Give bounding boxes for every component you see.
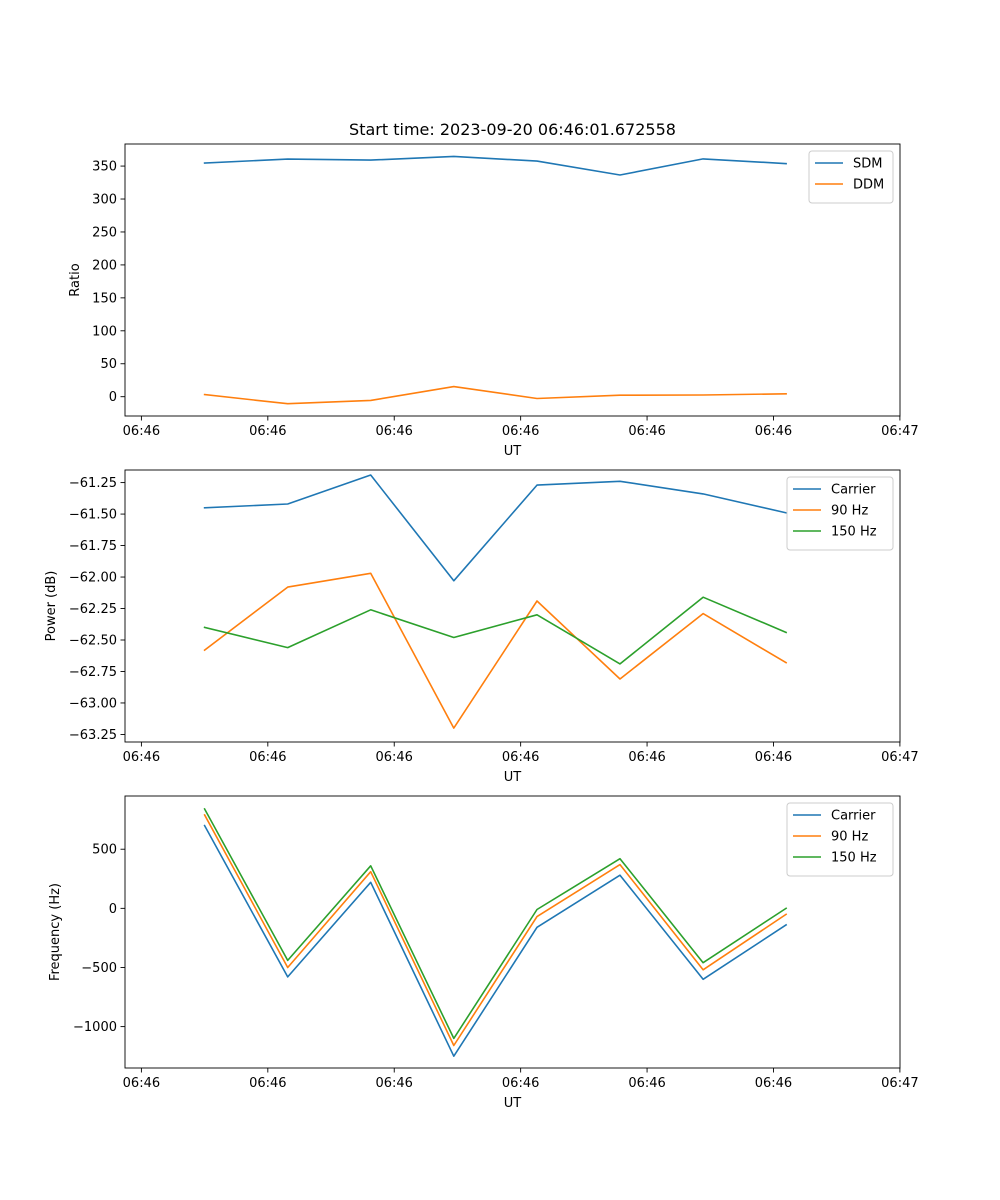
ratio-y-tick-label: 250 bbox=[92, 225, 117, 240]
power-x-tick-label: 06:46 bbox=[375, 750, 412, 765]
power-y-tick-label: −62.00 bbox=[69, 571, 117, 586]
ratio-y-tick-label: 100 bbox=[92, 324, 117, 339]
ratio-x-axis-label: UT bbox=[504, 444, 522, 459]
ratio-x-tick-label: 06:46 bbox=[755, 424, 792, 439]
frequency-x-tick-label: 06:46 bbox=[123, 1076, 160, 1091]
power-x-tick-label: 06:46 bbox=[123, 750, 160, 765]
ratio-legend-box bbox=[808, 150, 894, 204]
power-y-tick-label: −63.25 bbox=[69, 728, 117, 743]
frequency-y-tick-label: −500 bbox=[81, 961, 117, 976]
ratio-x-tick-label: 06:46 bbox=[502, 424, 539, 439]
ratio-series-line-sdm bbox=[203, 155, 787, 176]
frequency-y-tick-label: −1000 bbox=[73, 1020, 117, 1035]
power-legend-label-150-hz: 150 Hz bbox=[831, 525, 877, 540]
frequency-series-line-150-hz bbox=[203, 807, 788, 1040]
frequency-x-tick-label: 06:46 bbox=[755, 1076, 792, 1091]
ratio-y-tick-label: 50 bbox=[100, 357, 117, 372]
ratio-y-tick-label: 0 bbox=[109, 390, 117, 405]
ratio-x-tick-label: 06:46 bbox=[628, 424, 665, 439]
power-x-tick-label: 06:46 bbox=[249, 750, 286, 765]
frequency-chart: 06:46 06:46 06:46 06:46 06:46 06:46 06:47 −1000… bbox=[48, 795, 919, 1111]
frequency-legend-label-150-hz: 150 Hz bbox=[831, 851, 877, 866]
ratio-legend-label-ddm: DDM bbox=[853, 178, 884, 193]
frequency-series-line-carrier bbox=[203, 824, 788, 1057]
frequency-axes-frame bbox=[124, 795, 901, 1069]
frequency-y-tick-label: 500 bbox=[92, 843, 117, 858]
frequency-x-tick-label: 06:47 bbox=[881, 1076, 918, 1091]
power-x-tick-label: 06:46 bbox=[628, 750, 665, 765]
ratio-x-tick-label: 06:46 bbox=[375, 424, 412, 439]
power-axes-frame bbox=[124, 469, 901, 743]
power-x-tick-label: 06:46 bbox=[755, 750, 792, 765]
frequency-x-axis-label: UT bbox=[504, 1096, 522, 1111]
power-y-axis-label: Power (dB) bbox=[44, 571, 59, 642]
frequency-legend-label-90-hz: 90 Hz bbox=[831, 830, 868, 845]
ratio-y-tick-label: 350 bbox=[92, 160, 117, 175]
ratio-y-axis-label: Ratio bbox=[68, 263, 83, 296]
power-series-line-90-hz bbox=[203, 572, 788, 729]
ratio-y-tick-label: 150 bbox=[92, 291, 117, 306]
power-y-tick-label: −62.25 bbox=[69, 602, 117, 617]
figure-title: Start time: 2023-09-20 06:46:01.672558 bbox=[349, 120, 676, 139]
ratio-axes-frame bbox=[124, 143, 901, 417]
power-legend-label-90-hz: 90 Hz bbox=[831, 504, 868, 519]
power-y-tick-label: −61.75 bbox=[69, 539, 117, 554]
power-y-tick-label: −62.75 bbox=[69, 665, 117, 680]
power-legend-label-carrier: Carrier bbox=[831, 483, 876, 498]
power-y-tick-label: −61.25 bbox=[69, 476, 117, 491]
ratio-x-tick-label: 06:47 bbox=[881, 424, 918, 439]
ratio-series-line-ddm bbox=[203, 385, 787, 405]
power-x-axis-label: UT bbox=[504, 770, 522, 785]
power-y-tick-label: −62.50 bbox=[69, 634, 117, 649]
frequency-legend-label-carrier: Carrier bbox=[831, 809, 876, 824]
frequency-y-tick-label: 0 bbox=[109, 902, 117, 917]
power-y-tick-label: −61.50 bbox=[69, 508, 117, 523]
ratio-x-tick-label: 06:46 bbox=[123, 424, 160, 439]
power-chart: 06:46 06:46 06:46 06:46 06:46 06:46 06:47 −63.2… bbox=[44, 469, 919, 785]
ratio-y-tick-label: 200 bbox=[92, 258, 117, 273]
frequency-series-line-90-hz bbox=[203, 813, 788, 1047]
power-series-line-150-hz bbox=[203, 596, 788, 665]
ratio-x-tick-label: 06:46 bbox=[249, 424, 286, 439]
frequency-x-tick-label: 06:46 bbox=[502, 1076, 539, 1091]
ratio-y-tick-label: 300 bbox=[92, 193, 117, 208]
power-x-tick-label: 06:47 bbox=[881, 750, 918, 765]
frequency-y-axis-label: Frequency (Hz) bbox=[48, 883, 63, 981]
frequency-x-tick-label: 06:46 bbox=[249, 1076, 286, 1091]
ratio-chart: 06:46 06:46 06:46 06:46 06:46 06:46 06:47 0 50 10… bbox=[68, 143, 919, 459]
ratio-legend-label-sdm: SDM bbox=[853, 157, 882, 172]
frequency-x-tick-label: 06:46 bbox=[628, 1076, 665, 1091]
power-series-line-carrier bbox=[203, 474, 788, 582]
frequency-x-tick-label: 06:46 bbox=[375, 1076, 412, 1091]
power-y-tick-label: −63.00 bbox=[69, 696, 117, 711]
power-x-tick-label: 06:46 bbox=[502, 750, 539, 765]
